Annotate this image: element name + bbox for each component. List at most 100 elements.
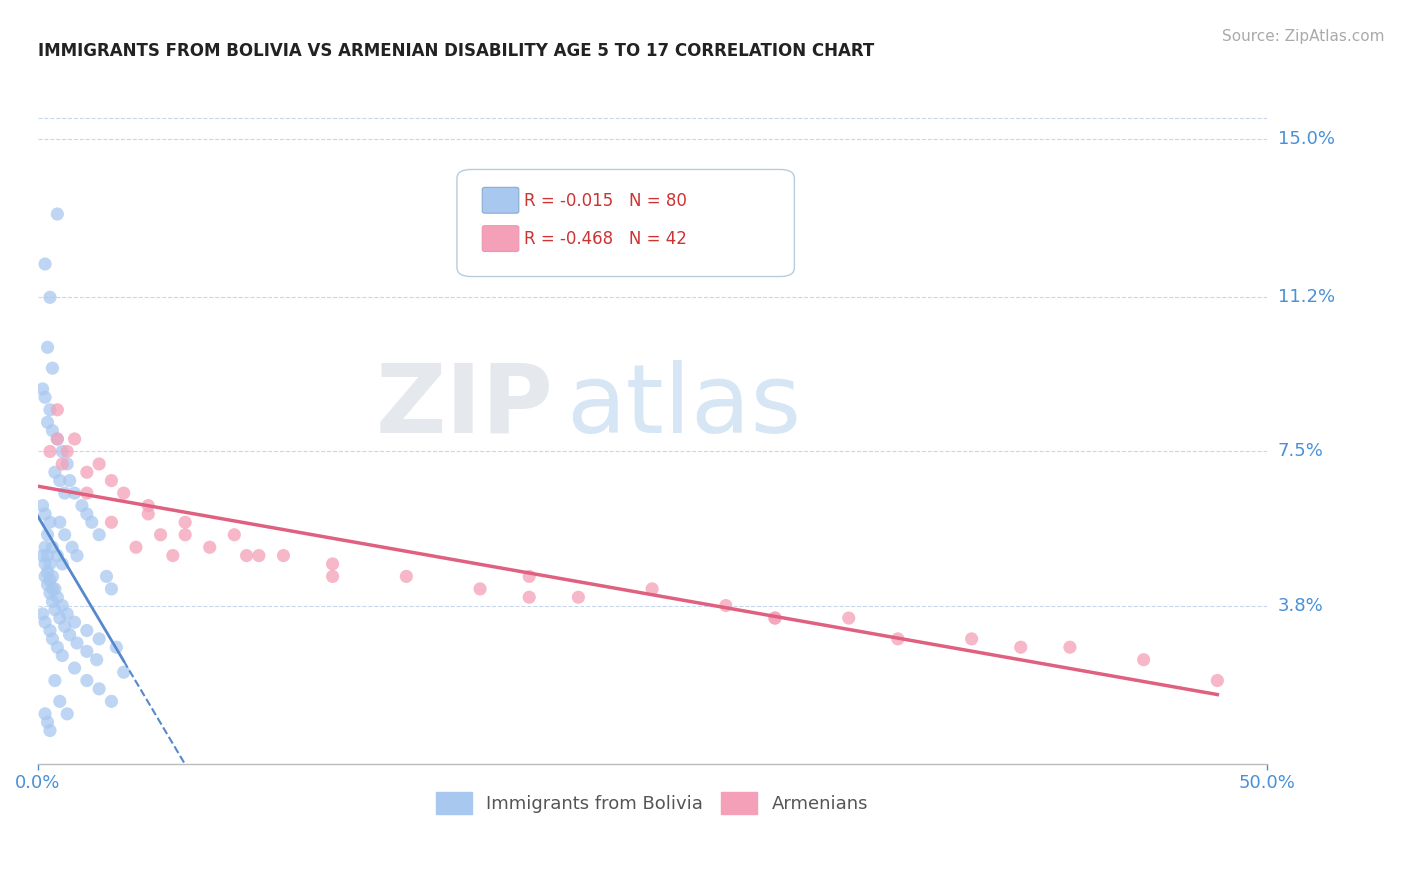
Text: atlas: atlas [567,360,801,453]
Point [44,582,66,596]
Point [56,457,79,471]
Point [46,432,69,446]
Point [34,557,56,571]
Point [174,527,197,541]
Point [887,632,910,646]
Point [34,541,56,555]
Point [39,557,62,571]
Point [39,586,62,600]
Point [1059,640,1081,655]
Text: Source: ZipAtlas.com: Source: ZipAtlas.com [1222,29,1385,44]
Point [224,527,246,541]
Point [100,694,122,708]
Point [235,549,257,563]
Point [31,549,53,563]
Point [517,591,540,605]
Point [46,591,69,605]
Text: 3.8%: 3.8% [1278,597,1323,615]
Point [162,549,184,563]
Point [44,603,66,617]
Point [89,457,111,471]
Point [395,569,418,583]
Point [63,486,86,500]
Point [34,257,56,271]
Point [37,549,59,563]
Point [49,515,72,529]
Point [96,569,118,583]
Text: ZIP: ZIP [375,360,554,453]
Point [763,611,786,625]
Point [60,541,83,555]
Point [76,644,98,658]
Point [66,549,89,563]
Point [39,290,62,304]
Point [70,499,93,513]
Point [44,465,66,479]
Point [714,599,737,613]
Point [1010,640,1032,655]
Legend: Immigrants from Bolivia, Armenians: Immigrants from Bolivia, Armenians [427,783,877,823]
Point [567,591,589,605]
Point [76,465,98,479]
Point [59,628,82,642]
Point [1206,673,1229,688]
Point [46,640,69,655]
Point [136,507,159,521]
Point [641,582,664,596]
Point [39,444,62,458]
Point [31,607,53,621]
Point [34,507,56,521]
Point [322,569,344,583]
Point [46,549,69,563]
Point [86,653,108,667]
Point [838,611,860,625]
Point [41,582,63,596]
Point [80,515,103,529]
Point [960,632,983,646]
Point [31,499,53,513]
Point [51,648,73,663]
Point [59,474,82,488]
Point [46,207,69,221]
Point [39,624,62,638]
Point [37,340,59,354]
Point [31,382,53,396]
Point [41,541,63,555]
Point [63,615,86,630]
Point [76,673,98,688]
Point [51,557,73,571]
Point [39,723,62,738]
Point [63,432,86,446]
Point [149,527,172,541]
Point [174,515,197,529]
Point [53,527,76,541]
Point [198,541,221,555]
Point [112,486,135,500]
Point [37,578,59,592]
Text: 15.0%: 15.0% [1278,130,1334,148]
Point [41,632,63,646]
Text: IMMIGRANTS FROM BOLIVIA VS ARMENIAN DISABILITY AGE 5 TO 17 CORRELATION CHART: IMMIGRANTS FROM BOLIVIA VS ARMENIAN DISA… [38,42,875,60]
Point [468,582,491,596]
Point [56,706,79,721]
Point [136,499,159,513]
Point [76,507,98,521]
Point [763,611,786,625]
Point [56,607,79,621]
Point [322,557,344,571]
Point [125,541,148,555]
Point [39,402,62,417]
Point [100,515,122,529]
Point [34,615,56,630]
Point [56,444,79,458]
Point [46,432,69,446]
Point [53,619,76,633]
Point [41,424,63,438]
Point [51,599,73,613]
Point [34,706,56,721]
Point [273,549,295,563]
Point [89,527,111,541]
Point [100,582,122,596]
Point [112,665,135,680]
Point [41,594,63,608]
